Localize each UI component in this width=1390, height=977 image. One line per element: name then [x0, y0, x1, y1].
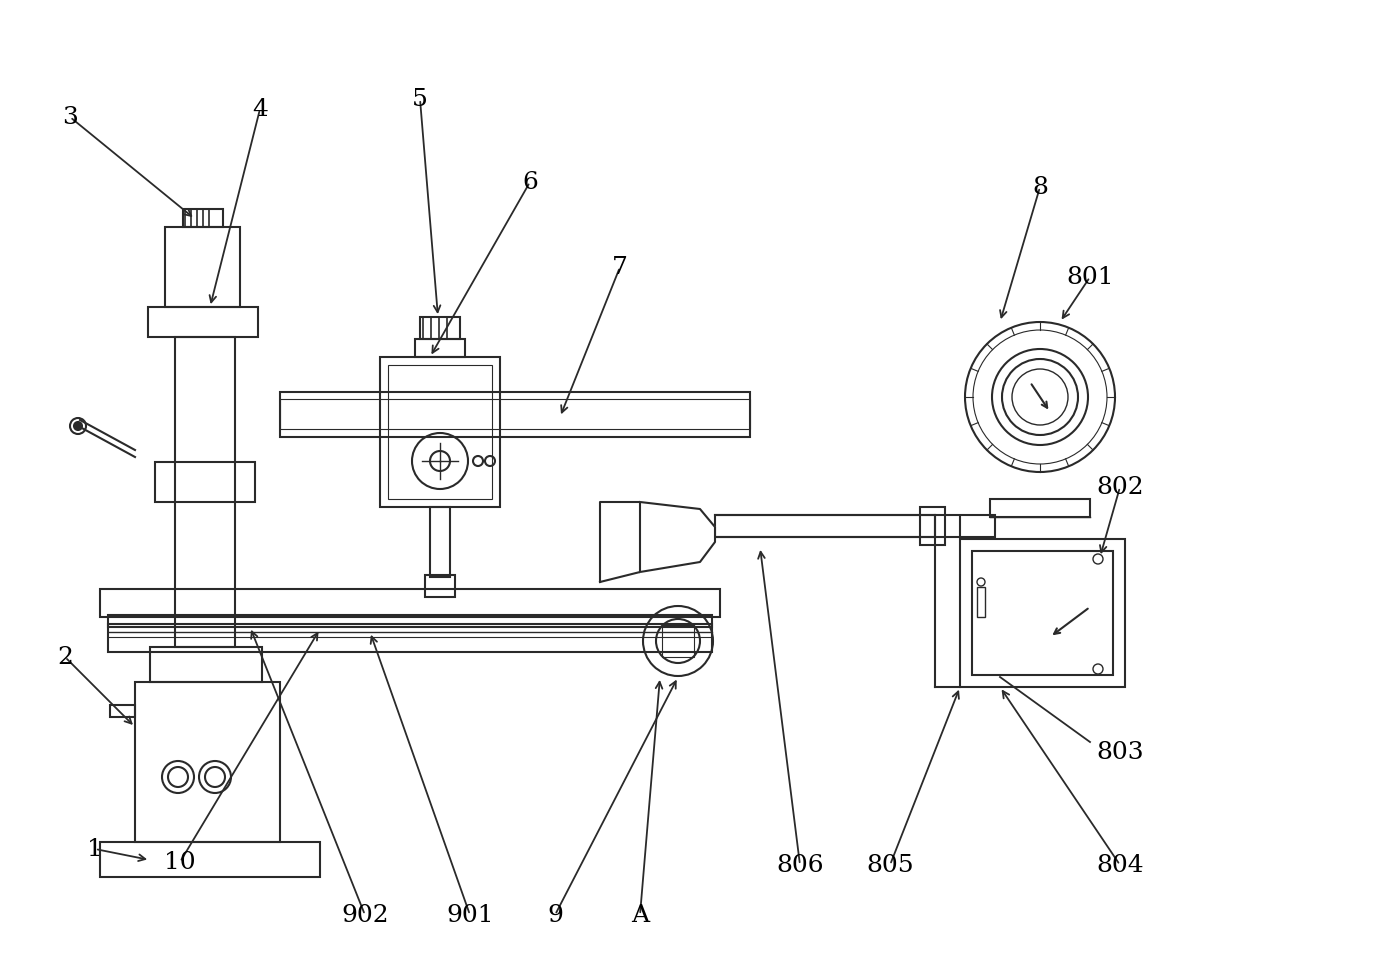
- Bar: [990, 499, 1090, 518]
- Bar: [110, 705, 135, 717]
- Bar: [279, 400, 751, 430]
- Bar: [108, 624, 712, 653]
- Bar: [165, 228, 240, 308]
- Text: 801: 801: [1066, 266, 1113, 289]
- Polygon shape: [639, 502, 714, 573]
- Bar: [147, 308, 259, 338]
- Text: 9: 9: [548, 904, 563, 926]
- Bar: [388, 365, 492, 499]
- Bar: [714, 516, 935, 537]
- Text: 1: 1: [88, 837, 103, 861]
- Text: 901: 901: [446, 904, 493, 926]
- Bar: [972, 551, 1113, 675]
- Bar: [379, 358, 500, 507]
- Circle shape: [74, 423, 82, 431]
- Bar: [920, 507, 945, 545]
- Text: 806: 806: [776, 854, 824, 876]
- Bar: [420, 318, 460, 340]
- Bar: [135, 682, 279, 842]
- Bar: [175, 338, 235, 648]
- Bar: [100, 842, 320, 877]
- Text: 902: 902: [341, 904, 389, 926]
- Text: 7: 7: [612, 256, 628, 279]
- Bar: [935, 516, 995, 537]
- Text: 2: 2: [57, 646, 72, 669]
- Bar: [279, 393, 751, 438]
- Polygon shape: [600, 502, 639, 582]
- Text: 5: 5: [411, 88, 428, 111]
- Text: 6: 6: [523, 171, 538, 194]
- Bar: [977, 587, 986, 617]
- Bar: [108, 616, 712, 627]
- Bar: [416, 340, 466, 358]
- Bar: [150, 648, 261, 682]
- Text: 4: 4: [252, 99, 268, 121]
- Text: 10: 10: [164, 851, 196, 873]
- Text: 802: 802: [1097, 476, 1144, 499]
- Text: 804: 804: [1097, 854, 1144, 876]
- Bar: [183, 210, 222, 228]
- Bar: [425, 575, 455, 597]
- Bar: [960, 539, 1125, 687]
- Bar: [156, 462, 254, 502]
- Text: A: A: [631, 904, 649, 926]
- Bar: [430, 507, 450, 577]
- Text: 805: 805: [866, 854, 913, 876]
- Text: 3: 3: [63, 106, 78, 129]
- Bar: [100, 589, 720, 617]
- Bar: [662, 625, 694, 658]
- Text: 803: 803: [1097, 741, 1144, 764]
- Text: 8: 8: [1031, 176, 1048, 199]
